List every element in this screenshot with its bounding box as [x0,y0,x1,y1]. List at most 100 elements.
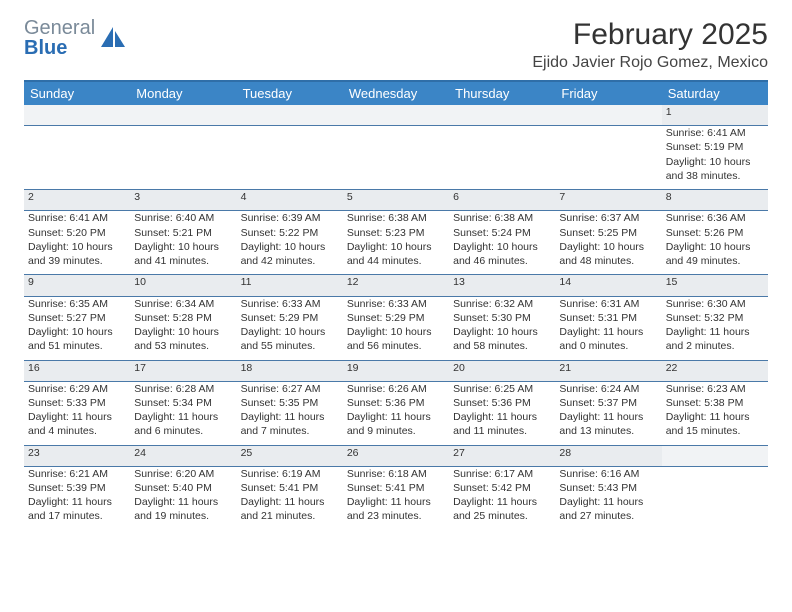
daylight-text: Daylight: 11 hours and 27 minutes. [559,495,657,523]
daylight-text: Daylight: 11 hours and 11 minutes. [453,410,551,438]
daylight-text: Daylight: 10 hours and 55 minutes. [241,325,339,353]
day-info-row: Sunrise: 6:21 AMSunset: 5:39 PM Daylight:… [24,466,768,530]
daylight-text: Daylight: 10 hours and 38 minutes. [666,155,764,183]
daylight-text: Daylight: 11 hours and 9 minutes. [347,410,445,438]
sunrise-text: Sunrise: 6:18 AM [347,467,445,481]
sunrise-text: Sunrise: 6:24 AM [559,382,657,396]
day-number-cell: 11 [237,275,343,296]
sunrise-text: Sunrise: 6:36 AM [666,211,764,225]
day-number-cell: 25 [237,445,343,466]
day-info-cell: Sunrise: 6:41 AMSunset: 5:19 PMDaylight:… [662,126,768,190]
sunset-text: Sunset: 5:35 PM [241,396,339,410]
day-info-cell: Sunrise: 6:18 AMSunset: 5:41 PMDaylight:… [343,466,449,530]
weekday-header: Sunday [24,81,130,105]
daylight-text: Daylight: 11 hours and 23 minutes. [347,495,445,523]
daylight-text: Daylight: 10 hours and 58 minutes. [453,325,551,353]
sunset-text: Sunset: 5:24 PM [453,226,551,240]
day-number-row: 2345678 [24,190,768,211]
sunrise-text: Sunrise: 6:20 AM [134,467,232,481]
sunrise-text: Sunrise: 6:34 AM [134,297,232,311]
daylight-text: Daylight: 10 hours and 51 minutes. [28,325,126,353]
day-number-row: 1 [24,105,768,126]
day-info-cell: Sunrise: 6:25 AMSunset: 5:36 PMDaylight:… [449,381,555,445]
daylight-text: Daylight: 11 hours and 0 minutes. [559,325,657,353]
sunrise-text: Sunrise: 6:17 AM [453,467,551,481]
daylight-text: Daylight: 10 hours and 46 minutes. [453,240,551,268]
sunrise-text: Sunrise: 6:23 AM [666,382,764,396]
daylight-text: Daylight: 11 hours and 6 minutes. [134,410,232,438]
sail-icon [99,25,127,51]
day-info-cell: Sunrise: 6:37 AMSunset: 5:25 PMDaylight:… [555,211,661,275]
sunrise-text: Sunrise: 6:19 AM [241,467,339,481]
day-number-cell: 7 [555,190,661,211]
day-info-cell [24,126,130,190]
day-info-row: Sunrise: 6:41 AMSunset: 5:20 PMDaylight:… [24,211,768,275]
day-info-cell: Sunrise: 6:20 AMSunset: 5:40 PMDaylight:… [130,466,236,530]
sunrise-text: Sunrise: 6:16 AM [559,467,657,481]
day-number-cell: 2 [24,190,130,211]
day-info-cell: Sunrise: 6:36 AMSunset: 5:26 PMDaylight:… [662,211,768,275]
day-info-cell: Sunrise: 6:16 AMSunset: 5:43 PMDaylight:… [555,466,661,530]
weekday-header: Tuesday [237,81,343,105]
sunset-text: Sunset: 5:22 PM [241,226,339,240]
day-info-cell: Sunrise: 6:24 AMSunset: 5:37 PMDaylight:… [555,381,661,445]
day-number-cell [555,105,661,126]
daylight-text: Daylight: 11 hours and 15 minutes. [666,410,764,438]
logo-text-blue: Blue [24,37,67,59]
day-info-cell [662,466,768,530]
sunset-text: Sunset: 5:38 PM [666,396,764,410]
sunset-text: Sunset: 5:39 PM [28,481,126,495]
daylight-text: Daylight: 10 hours and 49 minutes. [666,240,764,268]
daylight-text: Daylight: 10 hours and 41 minutes. [134,240,232,268]
day-number-cell: 12 [343,275,449,296]
sunrise-text: Sunrise: 6:29 AM [28,382,126,396]
day-number-cell: 14 [555,275,661,296]
sunrise-text: Sunrise: 6:38 AM [453,211,551,225]
day-number-cell: 13 [449,275,555,296]
day-number-cell: 18 [237,360,343,381]
location-text: Ejido Javier Rojo Gomez, Mexico [532,54,768,72]
sunrise-text: Sunrise: 6:35 AM [28,297,126,311]
day-info-cell: Sunrise: 6:19 AMSunset: 5:41 PMDaylight:… [237,466,343,530]
sunset-text: Sunset: 5:19 PM [666,140,764,154]
daylight-text: Daylight: 10 hours and 53 minutes. [134,325,232,353]
daylight-text: Daylight: 11 hours and 7 minutes. [241,410,339,438]
day-info-cell: Sunrise: 6:38 AMSunset: 5:23 PMDaylight:… [343,211,449,275]
sunrise-text: Sunrise: 6:41 AM [666,126,764,140]
sunrise-text: Sunrise: 6:26 AM [347,382,445,396]
day-info-cell: Sunrise: 6:17 AMSunset: 5:42 PMDaylight:… [449,466,555,530]
sunrise-text: Sunrise: 6:28 AM [134,382,232,396]
sunset-text: Sunset: 5:23 PM [347,226,445,240]
day-info-cell: Sunrise: 6:30 AMSunset: 5:32 PMDaylight:… [662,296,768,360]
sunset-text: Sunset: 5:37 PM [559,396,657,410]
sunset-text: Sunset: 5:29 PM [241,311,339,325]
day-number-cell: 4 [237,190,343,211]
daylight-text: Daylight: 11 hours and 4 minutes. [28,410,126,438]
daylight-text: Daylight: 11 hours and 21 minutes. [241,495,339,523]
sunset-text: Sunset: 5:29 PM [347,311,445,325]
day-number-cell: 5 [343,190,449,211]
sunrise-text: Sunrise: 6:30 AM [666,297,764,311]
sunset-text: Sunset: 5:26 PM [666,226,764,240]
weekday-header: Thursday [449,81,555,105]
sunrise-text: Sunrise: 6:38 AM [347,211,445,225]
day-info-cell: Sunrise: 6:33 AMSunset: 5:29 PMDaylight:… [343,296,449,360]
sunset-text: Sunset: 5:27 PM [28,311,126,325]
sunrise-text: Sunrise: 6:32 AM [453,297,551,311]
day-info-cell [343,126,449,190]
day-number-row: 9101112131415 [24,275,768,296]
day-number-cell: 19 [343,360,449,381]
sunset-text: Sunset: 5:36 PM [347,396,445,410]
daylight-text: Daylight: 10 hours and 42 minutes. [241,240,339,268]
daylight-text: Daylight: 11 hours and 25 minutes. [453,495,551,523]
day-info-cell: Sunrise: 6:31 AMSunset: 5:31 PMDaylight:… [555,296,661,360]
day-info-row: Sunrise: 6:35 AMSunset: 5:27 PMDaylight:… [24,296,768,360]
day-info-cell: Sunrise: 6:35 AMSunset: 5:27 PMDaylight:… [24,296,130,360]
day-info-cell [449,126,555,190]
weekday-header: Monday [130,81,236,105]
day-number-cell: 17 [130,360,236,381]
day-info-cell: Sunrise: 6:39 AMSunset: 5:22 PMDaylight:… [237,211,343,275]
daylight-text: Daylight: 10 hours and 48 minutes. [559,240,657,268]
sunrise-text: Sunrise: 6:21 AM [28,467,126,481]
sunset-text: Sunset: 5:40 PM [134,481,232,495]
